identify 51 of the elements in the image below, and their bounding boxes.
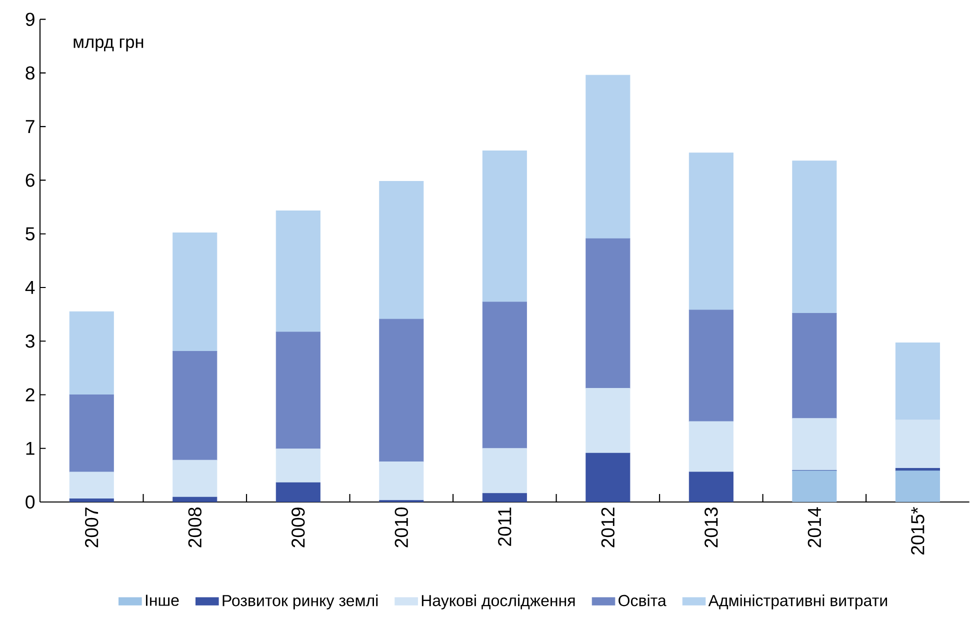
y-tick-label: 2 — [26, 388, 34, 402]
y-tick-label: 9 — [26, 12, 34, 26]
y-tick-label: 8 — [26, 66, 34, 80]
x-tick-label: 2010 — [394, 507, 408, 548]
legend-label: Освіта — [618, 594, 666, 606]
x-tick-label: 2008 — [188, 508, 202, 548]
bar — [586, 388, 630, 454]
x-tick-label: 2011 — [498, 508, 512, 546]
legend-label: Наукові дослідження — [422, 594, 575, 610]
bar — [379, 181, 424, 320]
x-tick-label: 2013 — [704, 508, 718, 548]
bar — [895, 342, 940, 420]
bar — [688, 152, 734, 310]
bar — [688, 310, 734, 422]
bar — [586, 74, 630, 239]
bar — [482, 150, 527, 302]
x-tick-label: 2012 — [601, 508, 615, 548]
y-tick-label: 1 — [26, 442, 34, 455]
bar — [379, 318, 424, 462]
legend-label: Інше — [146, 594, 179, 606]
y-tick-label: 6 — [26, 174, 34, 187]
y-tick-label: 3 — [26, 334, 34, 348]
bar — [276, 448, 320, 483]
bar — [482, 302, 527, 449]
bar — [172, 351, 218, 460]
legend-label: Адміністративні витрати — [708, 594, 887, 610]
bar — [276, 332, 320, 450]
x-tick-label: 2007 — [85, 508, 98, 548]
x-tick-label: 2009 — [292, 508, 305, 548]
bar — [379, 462, 424, 501]
bar — [172, 460, 218, 498]
x-tick-label: 2015* — [911, 507, 924, 555]
bar — [482, 448, 527, 494]
bar — [69, 394, 114, 472]
y-tick-label: 4 — [25, 281, 35, 294]
bar — [792, 418, 837, 471]
bar — [172, 232, 218, 352]
y-tick-label: 7 — [26, 120, 34, 134]
bar — [69, 311, 114, 396]
bar — [792, 312, 837, 419]
bar — [276, 210, 320, 332]
y-tick-label: 5 — [26, 227, 35, 240]
x-tick-label: 2014 — [808, 507, 822, 548]
bar — [688, 421, 734, 472]
bar — [792, 160, 837, 314]
y-tick-label: 0 — [26, 495, 35, 509]
legend-label: Розвиток ринку землі — [222, 594, 378, 610]
bar — [895, 420, 940, 468]
bar — [69, 472, 114, 500]
bar — [586, 238, 630, 389]
y-axis-title: млрд грн — [74, 38, 144, 52]
